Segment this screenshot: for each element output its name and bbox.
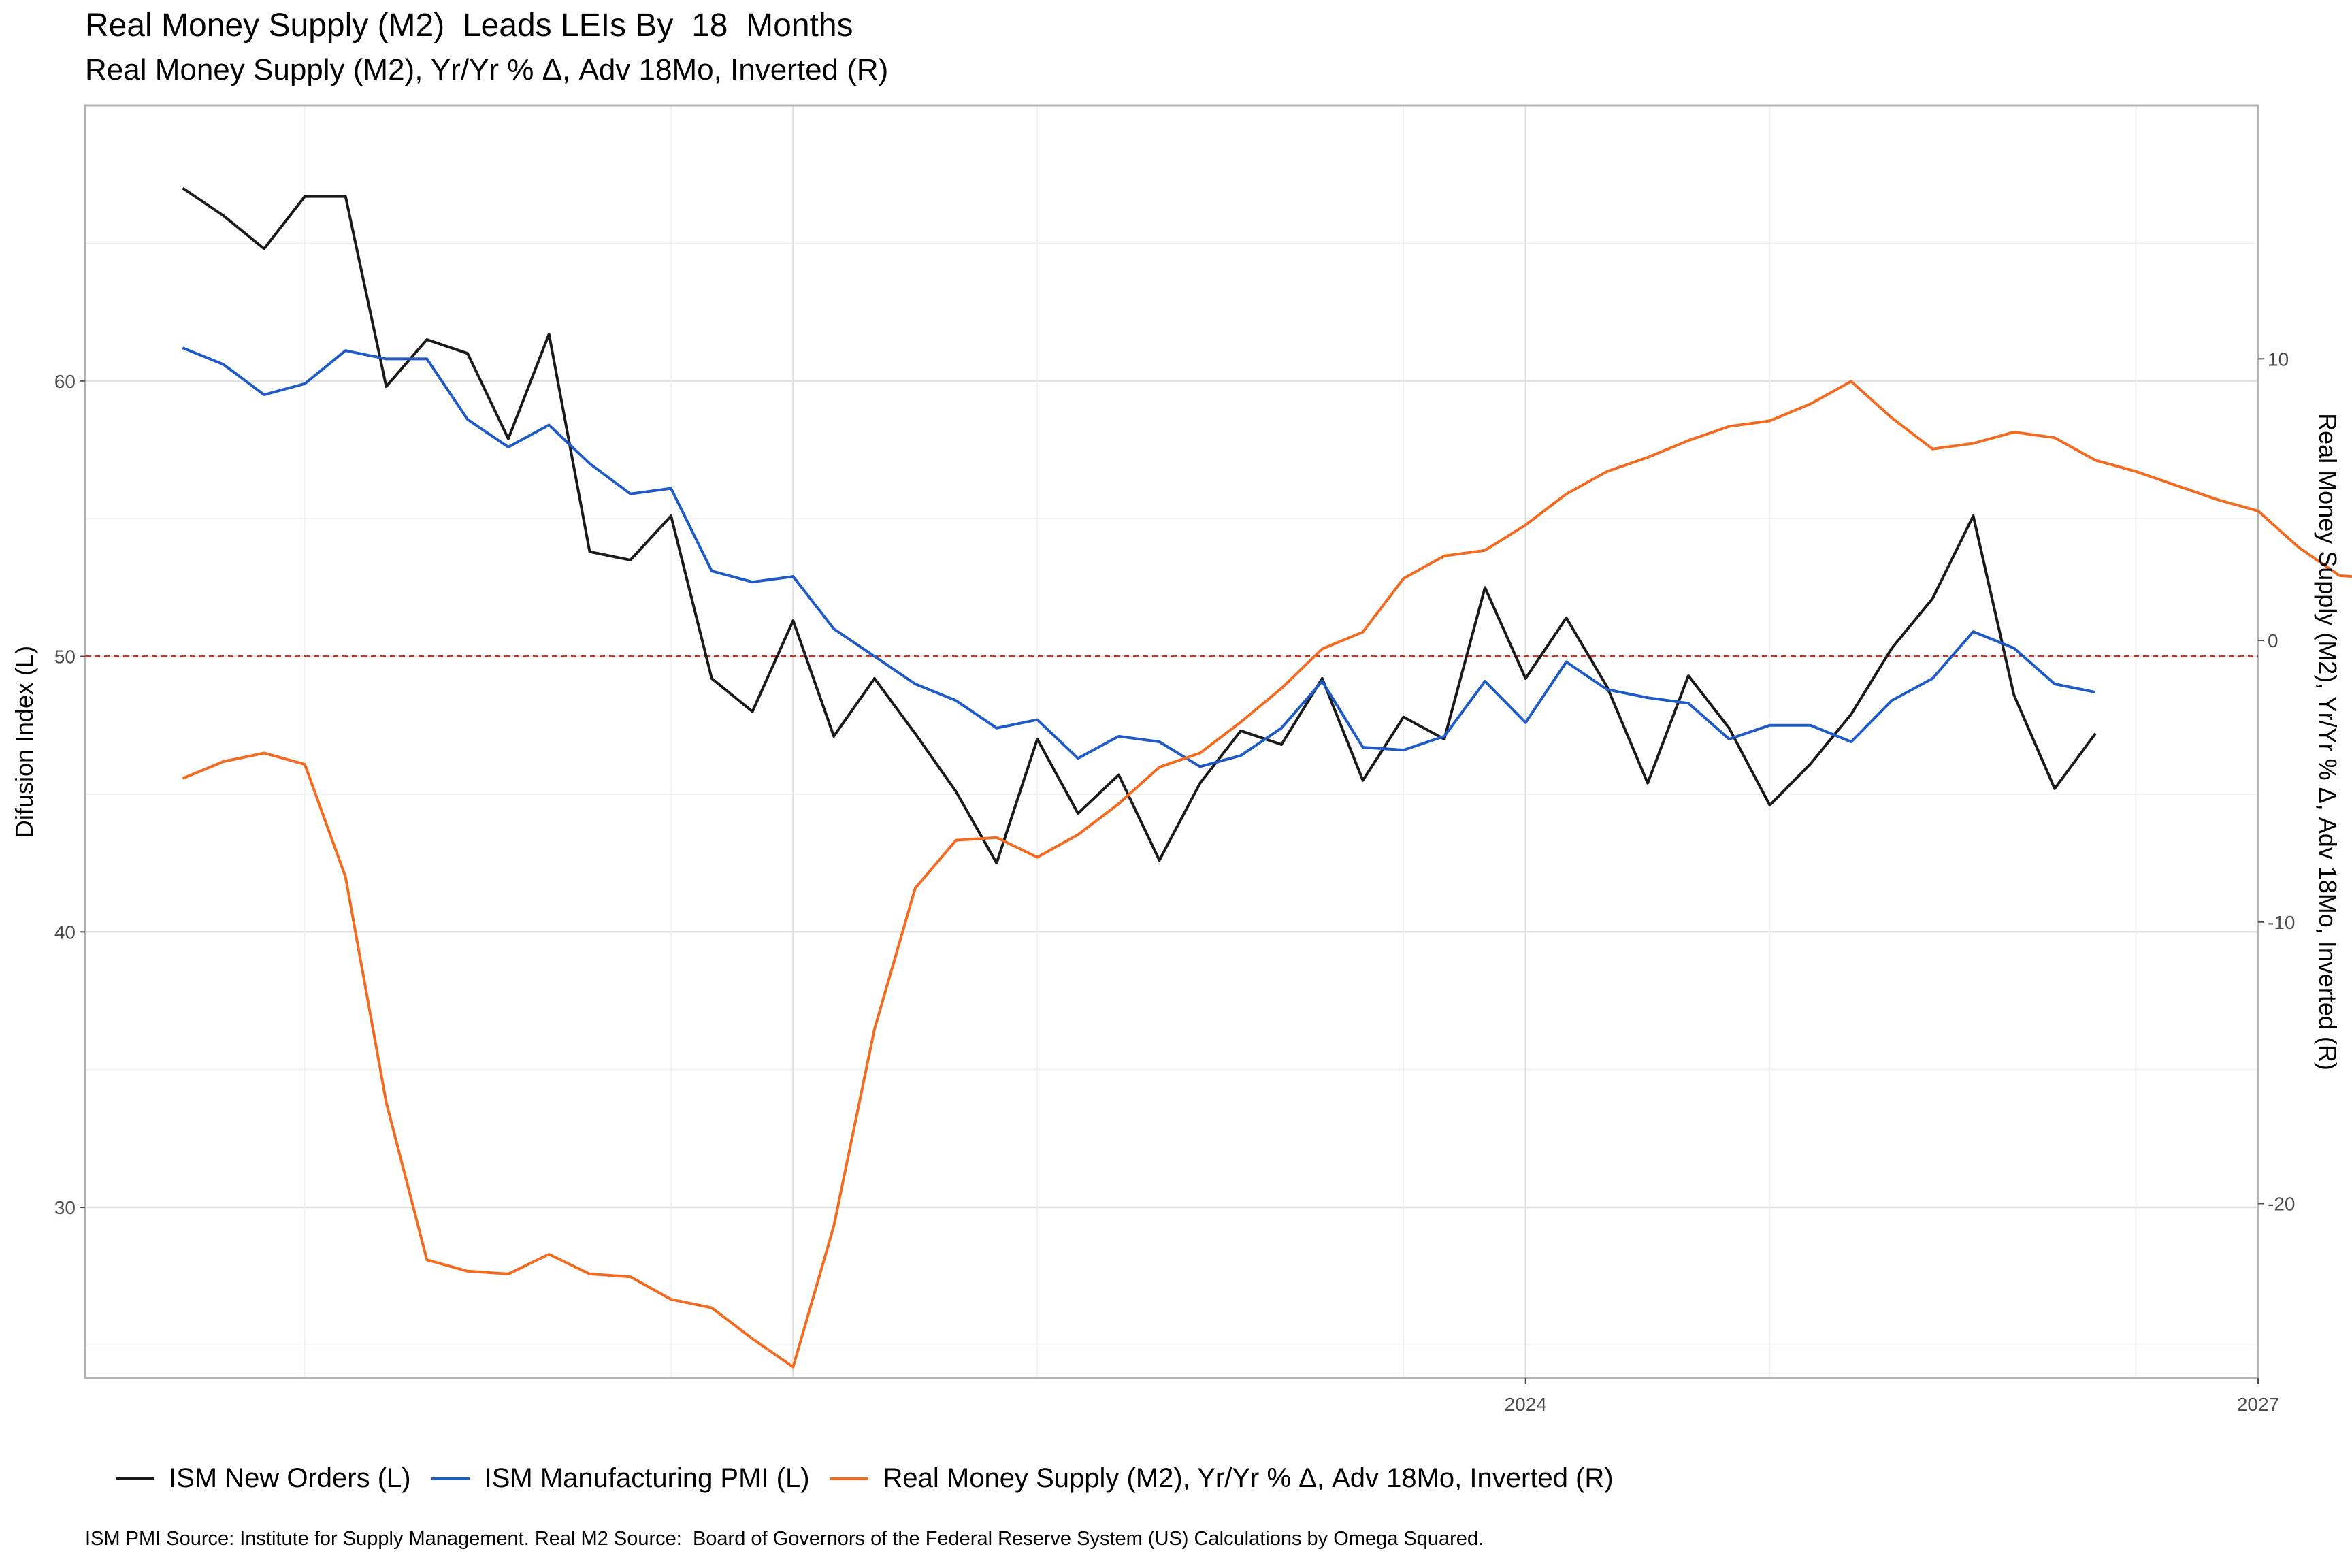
series-line-real-m2 [182,380,2352,1369]
y-tick-left-label: 30 [54,1197,76,1218]
legend-swatch-real-m2 [830,1477,868,1480]
series-line-ism-pmi [182,346,2096,768]
y-axis-right-label: Real Money Supply (M2), Yr/Yr % Δ, Adv 1… [2314,413,2342,1071]
legend-item-real-m2: Real Money Supply (M2), Yr/Yr % Δ, Adv 1… [830,1463,1614,1494]
x-tick-label: 2027 [2237,1394,2279,1415]
y-tick-right-label: 10 [2268,348,2289,370]
chart-subtitle: Real Money Supply (M2), Yr/Yr % Δ, Adv 1… [85,53,889,86]
legend-item-pmi: ISM Manufacturing PMI (L) [431,1463,810,1494]
legend-item-new-orders: ISM New Orders (L) [116,1463,411,1494]
grid-layer [85,105,2259,1378]
legend-swatch-pmi [431,1477,470,1480]
y-tick-right-label: -20 [2268,1193,2295,1214]
legend-label-new-orders: ISM New Orders (L) [169,1463,411,1493]
legend-label-real-m2: Real Money Supply (M2), Yr/Yr % Δ, Adv 1… [883,1463,1614,1493]
x-tick-label: 2024 [1505,1394,1547,1415]
series-layer [182,186,2352,1369]
legend-label-pmi: ISM Manufacturing PMI (L) [484,1463,810,1493]
chart-title: Real Money Supply (M2) Leads LEIs By 18 … [85,7,853,44]
y-axis-left-label: Difusion Index (L) [10,646,38,838]
y-tick-left-label: 40 [54,921,76,943]
y-tick-right-label: -10 [2268,912,2295,933]
y-tick-right-label: 0 [2268,630,2278,651]
series-line-ism-new-orders [182,186,2097,865]
y-tick-left-label: 60 [54,371,76,392]
legend-swatch-new-orders [116,1477,154,1480]
chart-legend: ISM New Orders (L) ISM Manufacturing PMI… [116,1463,1634,1494]
y-tick-left-label: 50 [54,647,76,668]
tick-layer: 30 40 50 60 10 0 -10 -20 2024 2027 [54,348,2296,1415]
source-caption: ISM PMI Source: Institute for Supply Man… [85,1528,1484,1550]
plot-panel-border [84,104,2259,1379]
